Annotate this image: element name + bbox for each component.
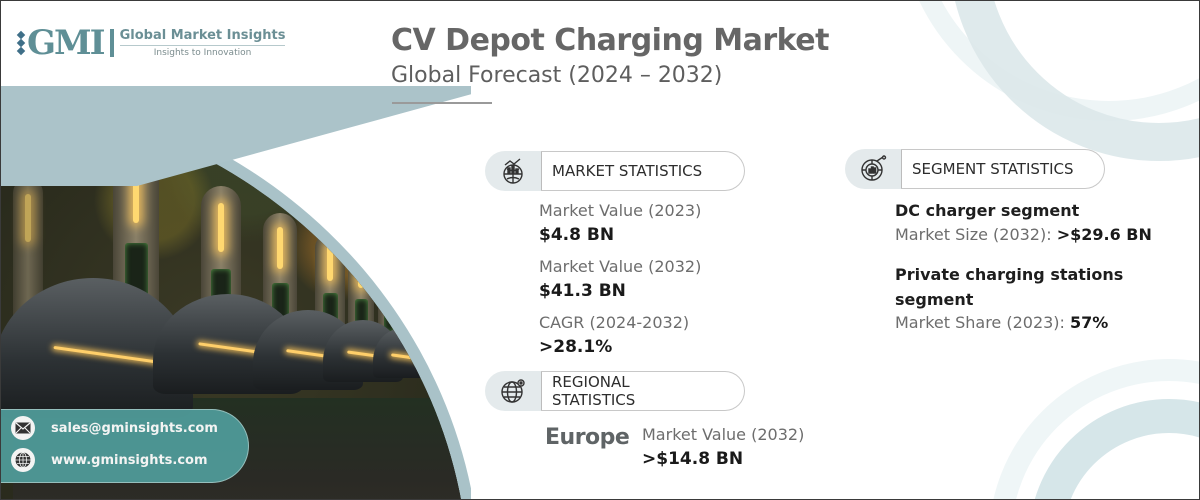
cagr-value: >28.1% [539,337,613,357]
market-value-2023-label: Market Value (2023) [539,201,702,220]
regional-statistics-heading: REGIONAL STATISTICS [541,371,745,411]
segment-statistics-header: SEGMENT STATISTICS [845,149,1105,189]
page-title: CV Depot Charging Market [391,23,829,58]
logo-diamond-icon [16,30,26,56]
region-market-value-value: >$14.8 BN [642,449,744,469]
market-value-2032-label: Market Value (2032) [539,257,702,276]
globe-pin-icon [485,371,541,411]
segment-dc-charger-title: DC charger segment [895,201,1080,220]
market-value-2032-value: $41.3 BN [539,281,626,301]
globe-icon [11,448,35,472]
segment-dc-charger-metric-value: >$29.6 BN [1056,225,1152,244]
segment-private-stations-metric-label: Market Share (2023): [895,313,1071,332]
segment-private-stations-metric-value: 57% [1070,313,1109,332]
contact-web-row[interactable]: www.gminsights.com [11,448,208,472]
segment-private-stations-title-line1: Private charging stations [895,265,1124,284]
segment-private-stations-title: Private charging stations segment [895,262,1123,312]
contact-email-link[interactable]: sales@gminsights.com [51,420,218,436]
region-name: Europe [545,425,630,450]
market-statistics-heading: MARKET STATISTICS [541,151,745,191]
envelope-icon [11,416,35,440]
segment-private-stations-title-line2: segment [895,290,974,309]
gmi-logo-mark: GMI [16,23,106,63]
market-statistics-header: MARKET STATISTICS [485,151,745,191]
market-value-2023-value: $4.8 BN [539,225,615,245]
chart-globe-icon [485,151,541,191]
logo-mark-text: GMI [27,23,106,63]
regional-statistics-header: REGIONAL STATISTICS [485,371,745,411]
segment-pie-icon [845,149,901,189]
cagr-label: CAGR (2024-2032) [539,313,690,332]
segment-dc-charger-metric-label: Market Size (2032): [895,225,1057,244]
brand-tagline: Insights to Innovation [153,48,252,58]
page-subtitle: Global Forecast (2024 – 2032) [391,63,723,88]
contact-box: sales@gminsights.com www.gminsights.com [1,409,249,483]
segment-statistics-heading: SEGMENT STATISTICS [901,149,1105,189]
region-market-value-label: Market Value (2032) [642,425,805,444]
contact-website-link[interactable]: www.gminsights.com [51,452,208,468]
title-underline [392,102,492,104]
brand-name: Global Market Insights [119,28,286,46]
segment-dc-charger-metric: Market Size (2032): >$29.6 BN [895,225,1152,244]
segment-private-stations-metric: Market Share (2023): 57% [895,313,1108,332]
contact-email-row[interactable]: sales@gminsights.com [11,416,218,440]
logo-divider [109,29,114,57]
gmi-logo: GMI Global Market Insights Insights to I… [16,23,286,63]
